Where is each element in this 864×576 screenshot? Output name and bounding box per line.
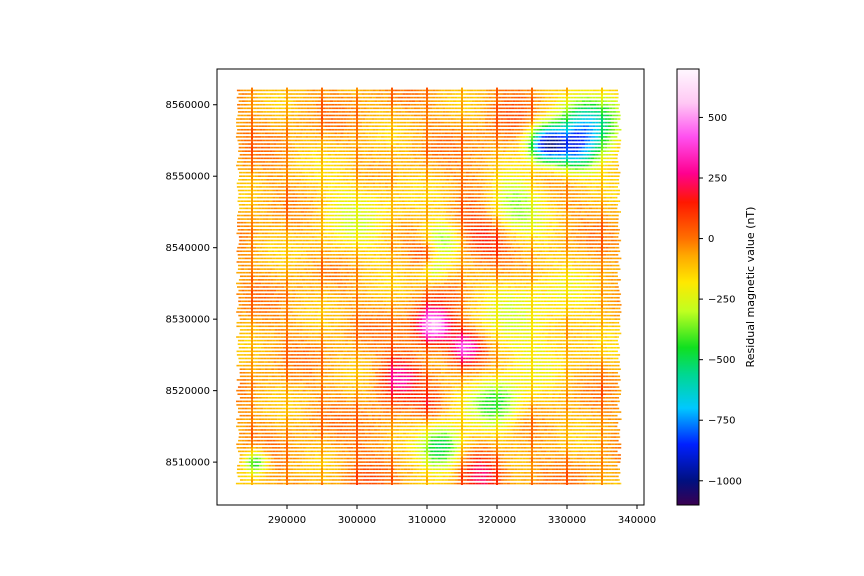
plot-area [216, 68, 645, 506]
